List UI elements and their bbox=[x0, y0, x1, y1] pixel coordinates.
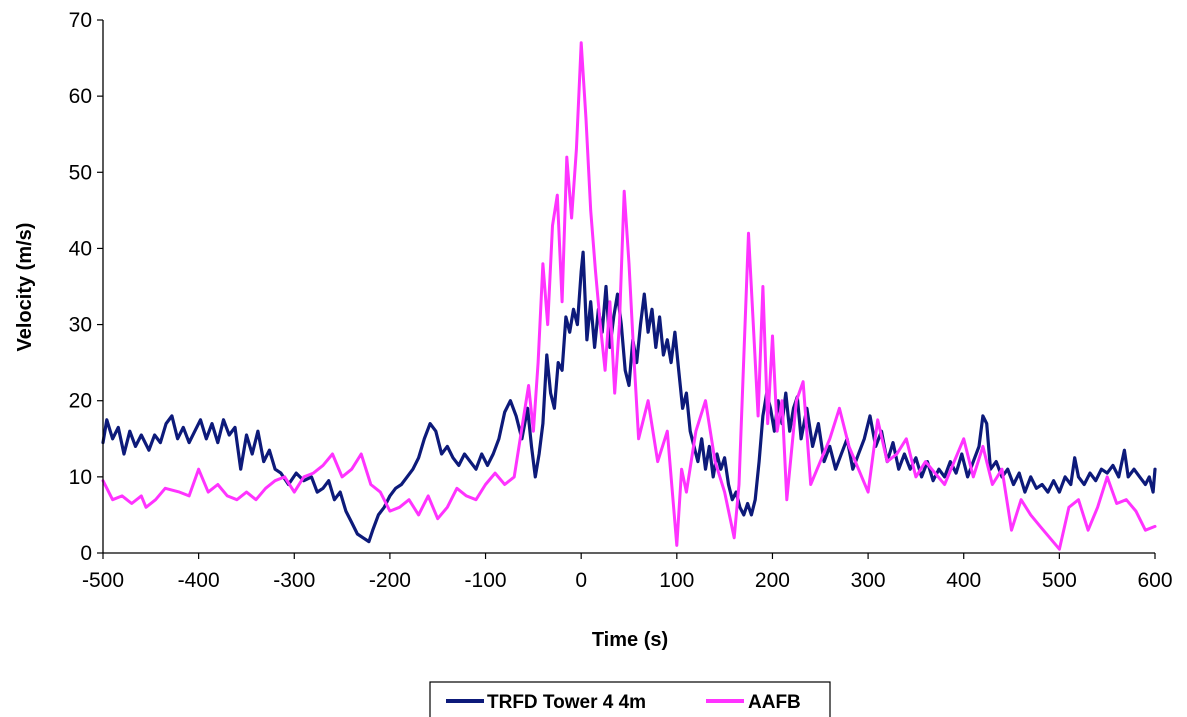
x-tick-label: 500 bbox=[1042, 569, 1077, 592]
y-tick-label: 10 bbox=[69, 466, 92, 489]
x-tick-label: -300 bbox=[273, 569, 315, 592]
legend-label-trfd: TRFD Tower 4 4m bbox=[487, 692, 646, 713]
y-tick-label: 0 bbox=[80, 542, 92, 565]
y-tick-label: 30 bbox=[69, 314, 92, 337]
x-tick-label: 300 bbox=[851, 569, 886, 592]
legend-label-aafb: AAFB bbox=[748, 692, 801, 713]
x-tick-label: -500 bbox=[82, 569, 124, 592]
y-tick-label: 40 bbox=[69, 237, 92, 260]
x-tick-label: 600 bbox=[1137, 569, 1172, 592]
y-axis-title: Velocity (m/s) bbox=[14, 223, 36, 352]
x-tick-label: 200 bbox=[755, 569, 790, 592]
axes-layer bbox=[102, 20, 1155, 554]
y-tick-label: 20 bbox=[69, 390, 92, 413]
x-axis-title: Time (s) bbox=[592, 629, 668, 651]
legend-box bbox=[429, 681, 831, 717]
y-tick-label: 70 bbox=[69, 9, 92, 32]
x-tick-label: 100 bbox=[659, 569, 694, 592]
series-line-aafb bbox=[101, 41, 1157, 551]
ticks-layer: 0 10 20 30 40 50 60 70 -500 -400 -300 -200 -100 0 100 2… bbox=[69, 9, 1173, 592]
x-tick-label: 0 bbox=[575, 569, 587, 592]
x-tick-label: -400 bbox=[178, 569, 220, 592]
y-tick-label: 50 bbox=[69, 161, 92, 184]
series-layer bbox=[101, 41, 1157, 551]
y-tick-label: 60 bbox=[69, 85, 92, 108]
x-tick-label: -200 bbox=[369, 569, 411, 592]
x-tick-label: -100 bbox=[465, 569, 507, 592]
series-line-trfd-tower-4-4m bbox=[101, 250, 1157, 544]
legend: TRFD Tower 4 4m AAFB bbox=[429, 681, 831, 717]
x-tick-label: 400 bbox=[946, 569, 981, 592]
